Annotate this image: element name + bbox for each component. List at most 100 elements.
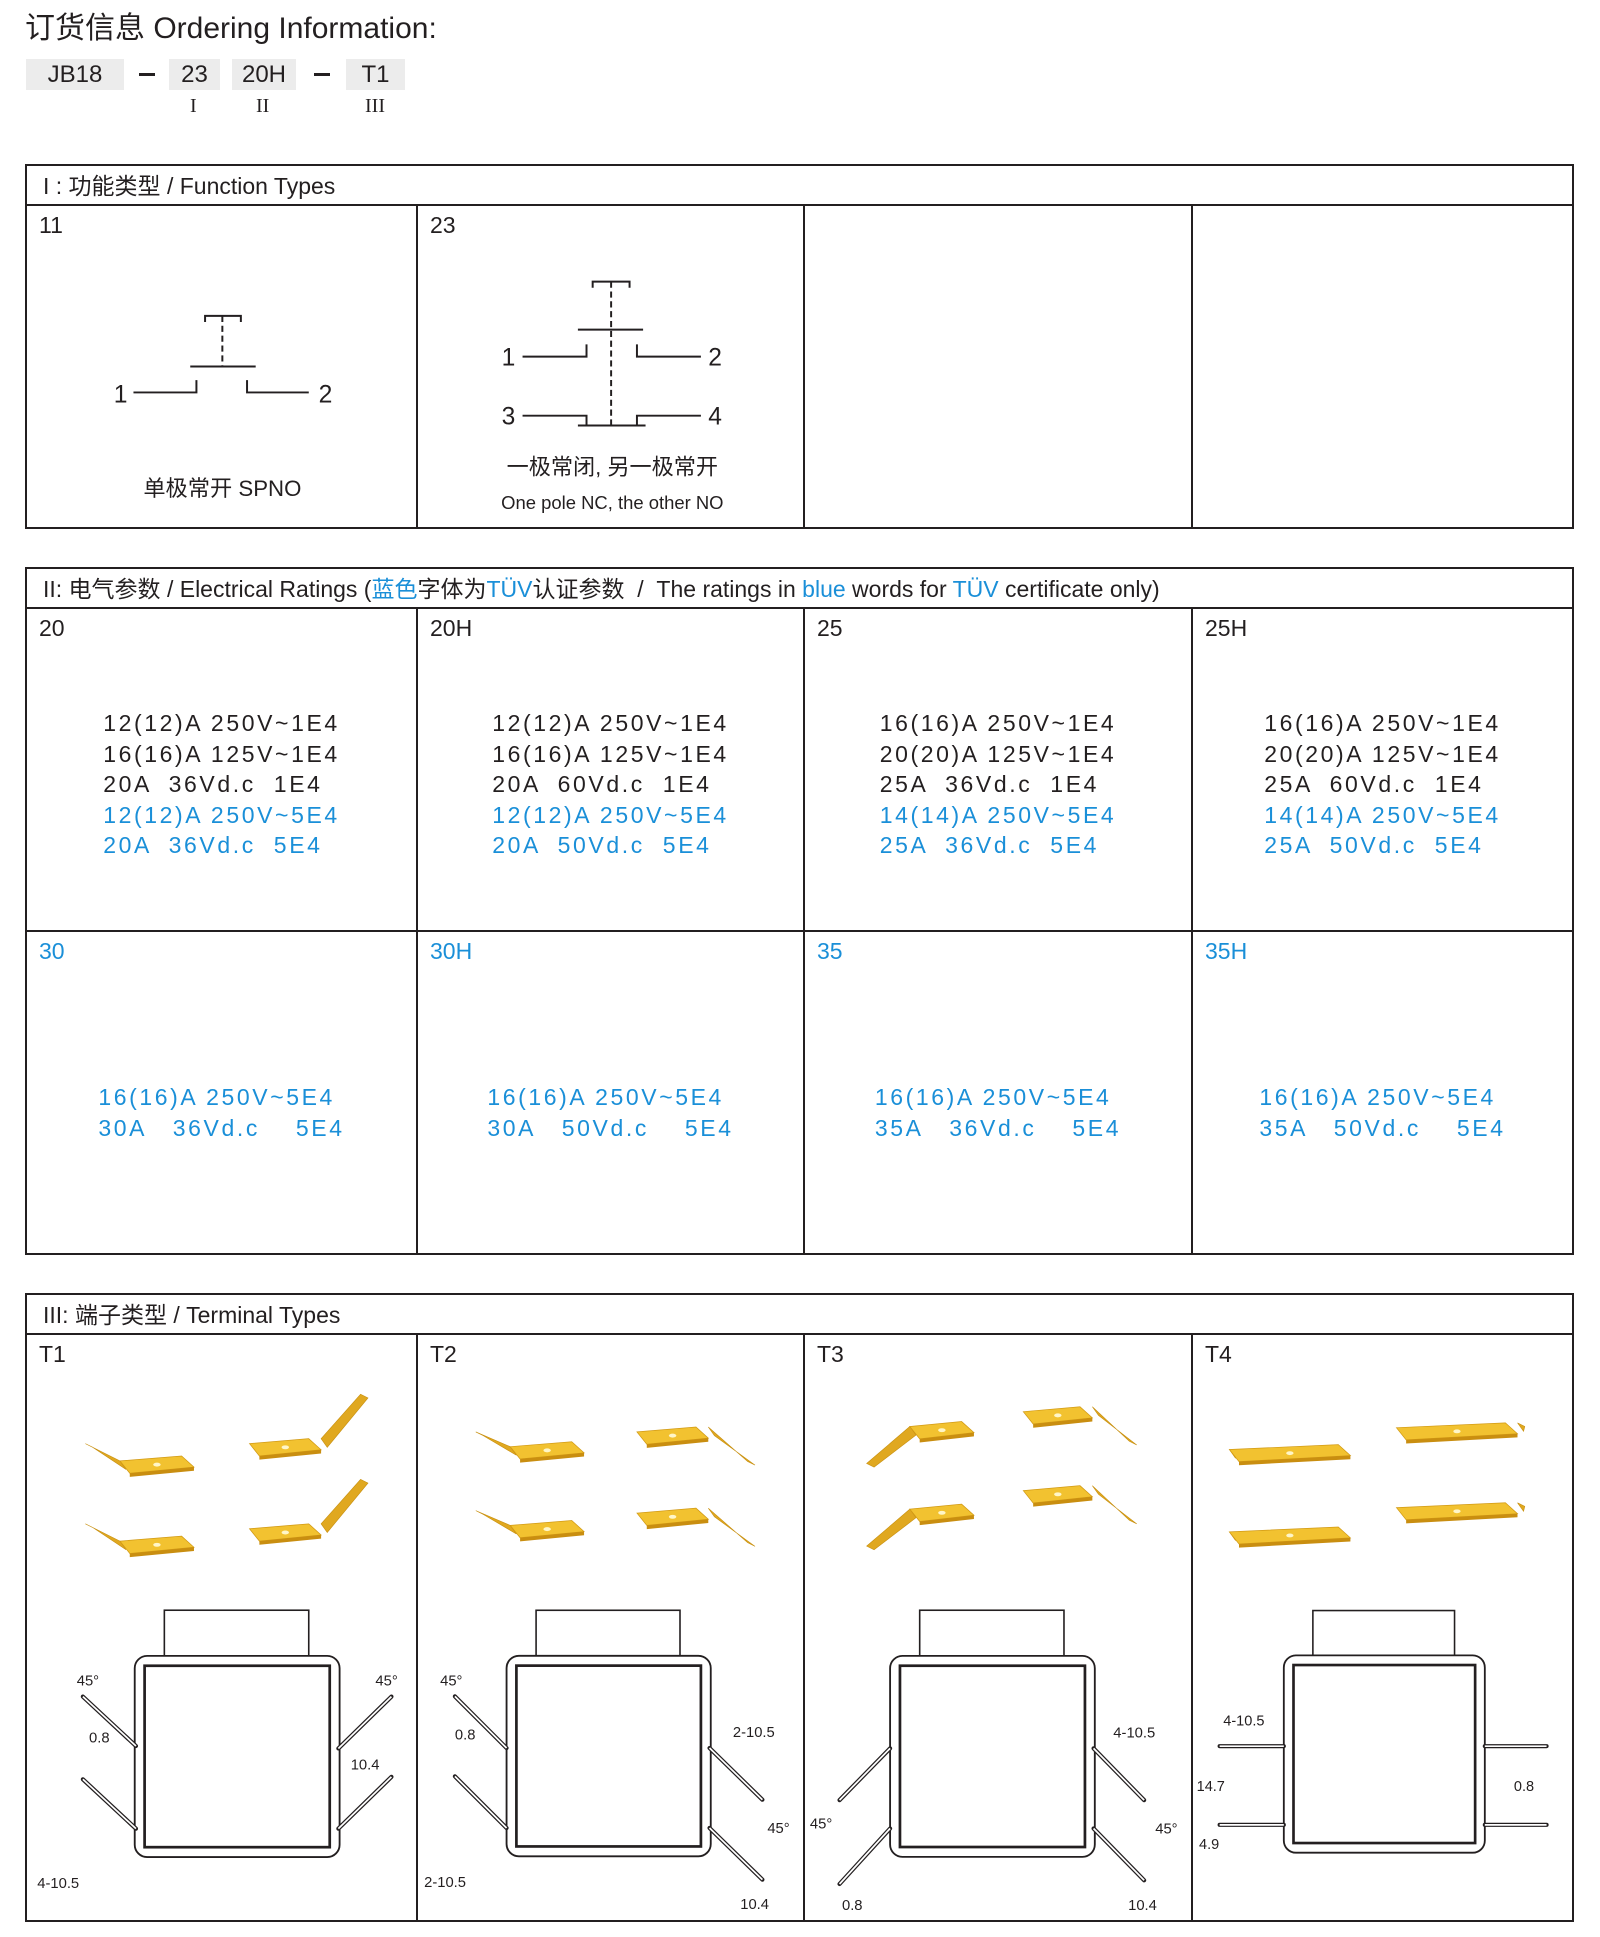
tuv-rating-line: 20A 50Vd.c 5E4 — [492, 832, 712, 859]
dimension-label: 45° — [767, 1821, 789, 1837]
nc-no-contact-diagram: 1 2 3 4 一极常闭, 另一极常开 One pole NC, the oth… — [501, 280, 724, 513]
housing-outline — [1282, 1654, 1486, 1854]
rating-cell: 20 12(12)A 250V~1E4 16(16)A 125V~1E4 20A 36… — [27, 609, 416, 930]
dimension-label: 4-10.5 — [37, 1876, 79, 1892]
tuv-rating-line: 25A 50Vd.c 5E4 — [1264, 832, 1484, 859]
header-blue-text: TÜV — [486, 576, 533, 602]
dimension-label: 10.4 — [740, 1897, 769, 1913]
function-caption: 一极常闭, 另一极常开 — [507, 455, 718, 480]
rating-cell: 20H 12(12)A 250V~1E4 16(16)A 125V~1E4 20A 6… — [416, 609, 803, 930]
rating-cell: 25H 16(16)A 250V~1E4 20(20)A 125V~1E4 25A 6… — [1191, 609, 1572, 930]
dimension-label: 45° — [77, 1674, 99, 1690]
rating-code: 35 — [817, 938, 843, 964]
code-part-series: JB18 — [26, 59, 124, 90]
terminal-part-image — [866, 1421, 975, 1468]
header-text: 认证参数 / The ratings in — [532, 576, 803, 602]
dimension-label: 0.8 — [455, 1727, 476, 1743]
dimension-label: 0.8 — [1514, 1779, 1534, 1795]
tuv-rating-line: 30A 50Vd.c 5E4 — [487, 1114, 734, 1141]
header-blue-text: TÜV — [952, 576, 999, 602]
dimension-label: 45° — [440, 1673, 462, 1689]
header-blue-text: 蓝色 — [371, 576, 418, 602]
tuv-rating-line: 30A 36Vd.c 5E4 — [98, 1114, 345, 1141]
terminal-3-label: 3 — [502, 403, 516, 430]
dimension-label: 2-10.5 — [733, 1725, 775, 1741]
dimension-label: 4.9 — [1199, 1837, 1219, 1853]
terminal-part-image — [1228, 1444, 1352, 1466]
terminal-part-image — [85, 1523, 195, 1558]
terminal-code: T4 — [1205, 1341, 1232, 1367]
code-part-function: 23 — [169, 59, 220, 90]
header-text: II: 电气参数 / Electrical Ratings ( — [43, 576, 372, 602]
dimension-label: 4-10.5 — [1113, 1725, 1155, 1741]
ratings-row: 20 12(12)A 250V~1E4 16(16)A 125V~1E4 20A 36… — [27, 609, 1572, 930]
code-dash — [314, 73, 330, 76]
dimension-label: 10.4 — [351, 1757, 380, 1773]
rating-code: 25H — [1205, 615, 1248, 641]
rating-line: 25A 60Vd.c 1E4 — [1264, 771, 1484, 798]
dimension-label: 0.8 — [89, 1730, 110, 1746]
rating-lines: 16(16)A 250V~1E4 20(20)A 125V~1E4 25A 36Vd… — [880, 708, 1117, 861]
rating-code: 20H — [430, 615, 473, 641]
rating-line: 20A 36Vd.c 1E4 — [103, 771, 323, 798]
page-title: 订货信息 Ordering Information: — [25, 12, 437, 45]
rating-code: 30 — [39, 938, 65, 964]
terminal-drawing: 45° 0.8 4-10.5 45° 10.4 — [810, 1406, 1178, 1914]
header-text: words for — [845, 576, 953, 602]
header-blue-text: blue — [802, 576, 846, 602]
terminal-part-image — [1022, 1485, 1137, 1525]
rating-line: 12(12)A 250V~1E4 — [103, 710, 340, 737]
header-text: certificate only) — [998, 576, 1160, 602]
function-code: 11 — [39, 212, 63, 238]
terminal-cell-t3: T3 45° 0.8 4-10.5 45° 10.4 — [803, 1335, 1191, 1920]
tuv-rating-line: 14(14)A 250V~5E4 — [1264, 801, 1501, 828]
rating-cell: 30 16(16)A 250V~5E4 30A 36Vd.c 5E4 — [27, 932, 416, 1253]
electrical-ratings-table: II: 电气参数 / Electrical Ratings (蓝色字体为TÜV认… — [25, 567, 1574, 1255]
rating-cell: 35 16(16)A 250V~5E4 35A 36Vd.c 5E4 — [803, 932, 1191, 1253]
terminal-cell-t2: T2 45° 0.8 2-10.5 2-10.5 45° 10.4 — [416, 1335, 803, 1920]
tuv-rating-line: 20A 36Vd.c 5E4 — [103, 832, 323, 859]
housing-top-outline — [535, 1609, 681, 1657]
tuv-rating-line: 35A 36Vd.c 5E4 — [874, 1114, 1122, 1141]
rating-line: 20(20)A 125V~1E4 — [1264, 740, 1501, 767]
dimension-label: 2-10.5 — [424, 1875, 466, 1891]
electrical-ratings-header: II: 电气参数 / Electrical Ratings (蓝色字体为TÜV认… — [27, 569, 1572, 609]
rating-line: 16(16)A 250V~1E4 — [879, 710, 1117, 737]
rating-lines: 16(16)A 250V~5E4 35A 50Vd.c 5E4 — [1259, 1082, 1505, 1143]
terminal-2-label: 2 — [708, 344, 722, 371]
tuv-rating-line: 35A 50Vd.c 5E4 — [1259, 1114, 1506, 1141]
terminal-part-image — [1022, 1406, 1137, 1446]
rating-line: 16(16)A 125V~1E4 — [103, 740, 340, 767]
rating-code: 25 — [817, 615, 843, 641]
rating-cell: 35H 16(16)A 250V~5E4 35A 50Vd.c 5E4 — [1191, 932, 1572, 1253]
terminal-4-label: 4 — [708, 403, 722, 430]
code-roman-1: I — [190, 95, 197, 117]
terminal-drawing: 45° 0.8 2-10.5 2-10.5 45° 10.4 — [424, 1426, 790, 1913]
ratings-row: 30 16(16)A 250V~5E4 30A 36Vd.c 5E4 30H 16(16… — [27, 930, 1572, 1253]
dimension-label: 45° — [375, 1674, 397, 1690]
housing-inner-outline — [143, 1664, 332, 1849]
terminal-cell-t1: T1 45° 45° 0.8 4-10.5 10.4 — [27, 1335, 416, 1920]
terminal-1-label: 1 — [502, 344, 516, 371]
rating-line: 20(20)A 125V~1E4 — [879, 740, 1117, 767]
tuv-rating-line: 16(16)A 250V~5E4 — [487, 1084, 724, 1110]
tuv-rating-line: 16(16)A 250V~5E4 — [1259, 1084, 1496, 1110]
terminal-part-image — [248, 1393, 369, 1460]
terminal-1-label: 1 — [114, 381, 128, 408]
terminal-2-label: 2 — [319, 381, 333, 408]
housing-top-outline — [918, 1609, 1065, 1657]
terminal-code: T2 — [430, 1341, 457, 1367]
function-caption: 单极常开 SPNO — [143, 476, 301, 501]
tuv-rating-line: 25A 36Vd.c 5E4 — [879, 832, 1100, 859]
housing-top-outline — [163, 1609, 310, 1657]
rating-lines: 12(12)A 250V~1E4 16(16)A 125V~1E4 20A 60Vd… — [492, 708, 729, 861]
dimension-label: 0.8 — [842, 1898, 863, 1914]
terminal-part-image — [636, 1426, 756, 1466]
terminal-cell-t4: T4 4-10.5 14.7 4.9 0.8 — [1191, 1335, 1572, 1920]
terminal-part-image — [85, 1443, 195, 1477]
dimension-label: 45° — [810, 1817, 832, 1833]
code-dash — [139, 73, 155, 76]
rating-lines: 16(16)A 250V~5E4 35A 36Vd.c 5E4 — [875, 1082, 1121, 1143]
housing-inner-outline — [515, 1664, 703, 1848]
rating-code: 20 — [39, 615, 65, 641]
